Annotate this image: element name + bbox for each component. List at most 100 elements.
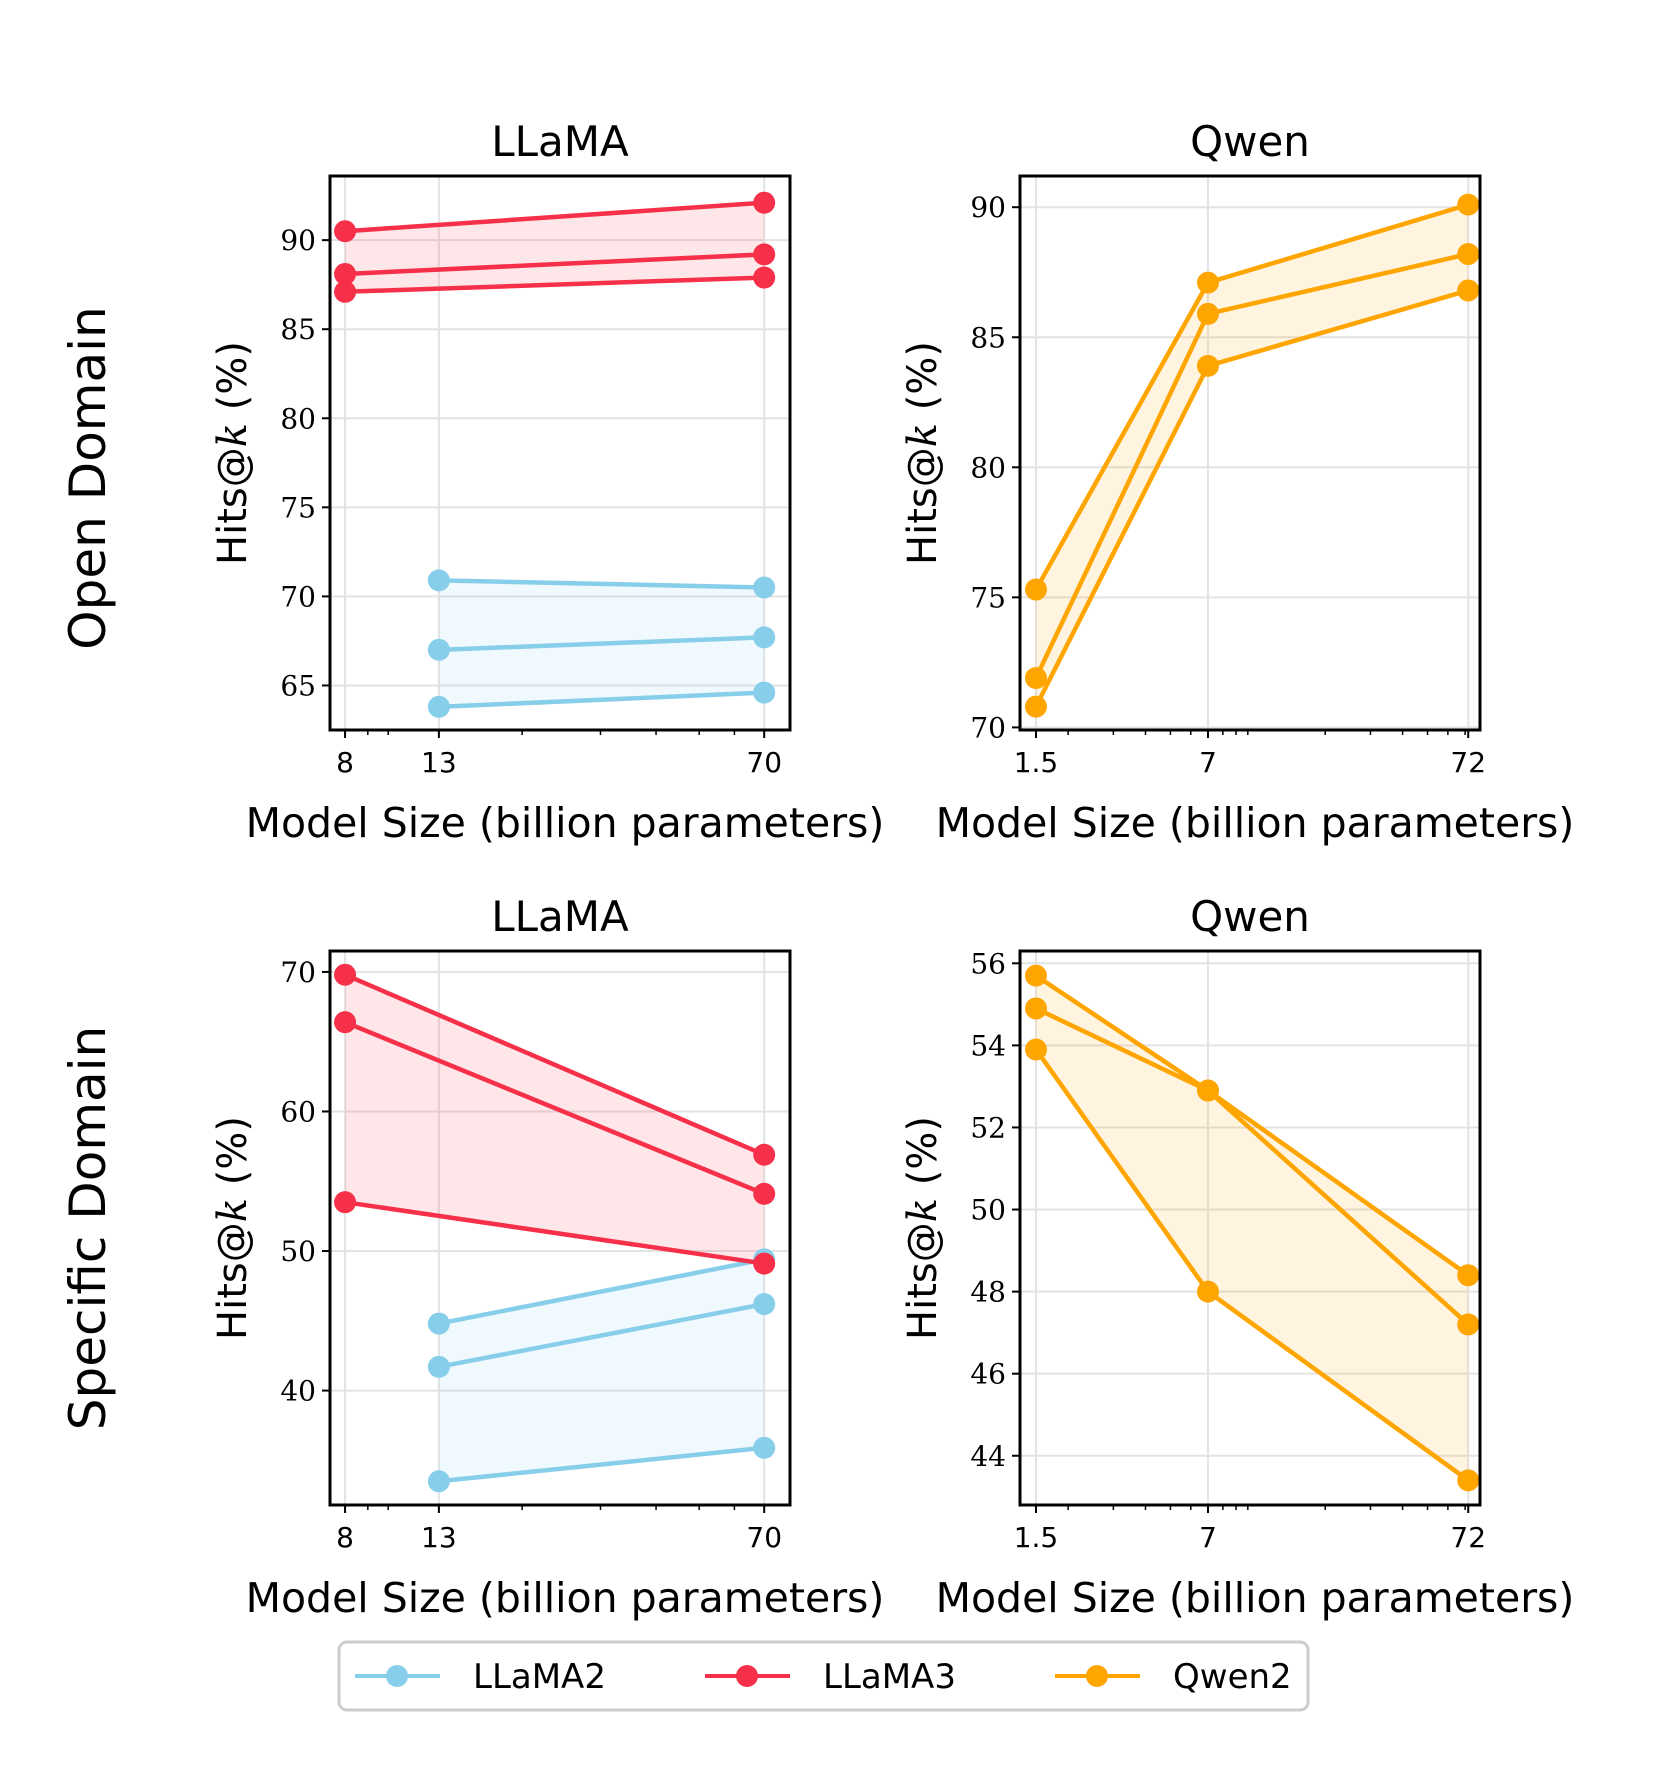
- ytick-label-2: 60: [280, 1095, 316, 1128]
- legend-item-llama3: LLaMA3: [705, 1657, 956, 1697]
- point-llama3-2-1: [753, 1252, 776, 1275]
- legend-qwen2-marker: [1086, 1665, 1108, 1687]
- point-qwen2-2-2: [1457, 1469, 1480, 1492]
- point-qwen2-2-1: [1196, 354, 1219, 377]
- xtick-label-1: 13: [421, 746, 457, 779]
- point-llama3-0-1: [753, 1143, 776, 1166]
- series-llama3-line-1: [344, 1020, 766, 1196]
- panel-title: LLaMA: [491, 892, 629, 941]
- ytick-label-4: 85: [280, 313, 316, 346]
- point-llama2-0-0: [427, 1312, 450, 1335]
- point-llama3-1-0: [334, 262, 357, 285]
- ytick-label-3: 80: [280, 402, 316, 435]
- series-llama2-line-1: [438, 635, 765, 653]
- xtick-label-0: 1.5: [1014, 746, 1059, 779]
- ytick-label-1: 46: [970, 1358, 1006, 1391]
- x-axis-label: Model Size (billion parameters): [246, 799, 885, 847]
- xtick-label-1: 7: [1199, 746, 1217, 779]
- point-llama3-0-0: [334, 220, 357, 243]
- y-axis-label-suffix: (%): [900, 1116, 946, 1198]
- legend-item-llama2: LLaMA2: [355, 1657, 606, 1697]
- panel-specific-qwen: 44 46 48 50 52 54 56 1.5 7 72 Qwen Model Size (bill…: [900, 892, 1574, 1622]
- point-qwen2-0-0: [1024, 964, 1047, 987]
- row-label-specific-domain: Specific Domain: [59, 1026, 117, 1431]
- y-axis-label: Hits@k (%): [900, 1116, 946, 1340]
- ytick-label-0: 44: [970, 1440, 1006, 1473]
- ytick-label-5: 90: [280, 224, 316, 257]
- point-qwen2-1-2: [1457, 1313, 1480, 1336]
- band-llama2: [438, 1259, 765, 1482]
- panel-open-qwen: 70 75 80 85 90 1.5 7 72 Qwen Model Size (billion …: [900, 117, 1574, 847]
- point-qwen2-0-2: [1457, 193, 1480, 216]
- axes-frame: [328, 174, 792, 732]
- point-llama2-1-1: [753, 626, 776, 649]
- point-llama3-2-1: [753, 266, 776, 289]
- y-axis-label-var: k: [210, 1198, 256, 1222]
- xtick-label-2: 72: [1450, 1521, 1486, 1554]
- legend-llama2-marker: [386, 1665, 408, 1687]
- series-llama3-line-0: [344, 972, 766, 1157]
- point-llama2-2-1: [753, 681, 776, 704]
- series-llama2-line-0: [438, 1257, 765, 1326]
- panel-open-llama: 65 70 75 80 85 90 8 13 70 LLaMA Model Size (billio…: [210, 117, 884, 847]
- point-qwen2-1-1: [1196, 302, 1219, 325]
- y-axis-label-prefix: Hits@: [900, 1222, 946, 1340]
- point-qwen2-1-0: [1024, 666, 1047, 689]
- point-llama2-0-0: [427, 569, 450, 592]
- legend-llama3-marker: [736, 1665, 758, 1687]
- point-llama3-2-0: [334, 280, 357, 303]
- point-qwen2-1-1: [1196, 1079, 1219, 1102]
- xtick-label-1: 13: [421, 1521, 457, 1554]
- point-qwen2-0-2: [1457, 1264, 1480, 1287]
- panel-title: Qwen: [1190, 117, 1310, 166]
- xtick-label-1: 7: [1199, 1521, 1217, 1554]
- point-qwen2-2-1: [1196, 1280, 1219, 1303]
- y-axis-label-suffix: (%): [900, 341, 946, 423]
- ytick-label-1: 50: [280, 1235, 316, 1268]
- ytick-label-1: 70: [280, 580, 316, 613]
- point-llama2-0-1: [753, 576, 776, 599]
- xtick-label-0: 1.5: [1014, 1521, 1059, 1554]
- ytick-label-1: 75: [970, 581, 1006, 614]
- x-axis-label: Model Size (billion parameters): [936, 1574, 1575, 1622]
- row-label-open-domain: Open Domain: [59, 306, 117, 649]
- point-llama2-2-1: [753, 1436, 776, 1459]
- legend-llama2-label: LLaMA2: [473, 1657, 606, 1697]
- x-axis-label: Model Size (billion parameters): [936, 799, 1575, 847]
- point-qwen2-2-0: [1024, 695, 1047, 718]
- band-qwen2: [1035, 975, 1469, 1481]
- ytick-label-0: 65: [280, 669, 316, 702]
- ytick-label-3: 85: [970, 321, 1006, 354]
- point-qwen2-0-1: [1196, 271, 1219, 294]
- point-qwen2-0-0: [1024, 578, 1047, 601]
- point-qwen2-2-0: [1024, 1038, 1047, 1061]
- axes-frame: [328, 949, 792, 1507]
- panel-title: Qwen: [1190, 892, 1310, 941]
- y-axis-label-suffix: (%): [210, 341, 256, 423]
- point-qwen2-1-2: [1457, 243, 1480, 266]
- ytick-label-5: 54: [970, 1029, 1006, 1062]
- point-llama2-1-0: [427, 638, 450, 661]
- y-axis-label-var: k: [900, 1198, 946, 1222]
- axes-frame: [1018, 174, 1482, 732]
- ytick-label-6: 56: [970, 947, 1006, 980]
- ytick-label-4: 52: [970, 1111, 1006, 1144]
- legend-llama3-label: LLaMA3: [823, 1657, 956, 1697]
- point-llama3-1-1: [753, 243, 776, 266]
- y-axis-label-var: k: [900, 423, 946, 447]
- y-axis-label: Hits@k (%): [900, 341, 946, 565]
- point-llama3-2-0: [334, 1191, 357, 1214]
- legend-qwen2-label: Qwen2: [1173, 1657, 1292, 1697]
- point-llama3-1-0: [334, 1011, 357, 1034]
- panel-title: LLaMA: [491, 117, 629, 166]
- y-axis-label: Hits@k (%): [210, 341, 256, 565]
- series-llama2-line-0: [438, 578, 765, 590]
- ytick-label-4: 90: [970, 191, 1006, 224]
- panel-specific-llama: 40 50 60 70 8 13 70 LLaMA Model Size (billion pa…: [210, 892, 884, 1622]
- band-llama3: [345, 974, 765, 1264]
- y-axis-label-var: k: [210, 423, 256, 447]
- ytick-label-0: 40: [280, 1375, 316, 1408]
- xtick-label-2: 70: [746, 746, 782, 779]
- axes-frame: [1018, 949, 1482, 1507]
- band-qwen2: [1035, 204, 1469, 707]
